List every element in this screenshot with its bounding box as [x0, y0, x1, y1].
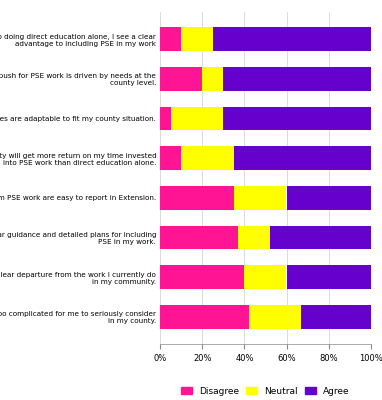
- Bar: [160, 106, 171, 130]
- Bar: [181, 27, 213, 51]
- Bar: [301, 305, 371, 329]
- Bar: [160, 186, 234, 210]
- Bar: [213, 27, 371, 51]
- Bar: [160, 27, 181, 51]
- Bar: [202, 67, 223, 91]
- Bar: [160, 265, 244, 289]
- Bar: [249, 305, 301, 329]
- Bar: [223, 106, 371, 130]
- Legend: Disagree, Neutral, Agree: Disagree, Neutral, Agree: [177, 383, 354, 399]
- Bar: [286, 265, 371, 289]
- Bar: [171, 106, 223, 130]
- Bar: [160, 67, 202, 91]
- Bar: [244, 265, 286, 289]
- Bar: [160, 226, 238, 250]
- Bar: [160, 305, 249, 329]
- Bar: [286, 186, 371, 210]
- Bar: [234, 146, 371, 170]
- Bar: [270, 226, 371, 250]
- Bar: [238, 226, 270, 250]
- Bar: [181, 146, 234, 170]
- Bar: [223, 67, 371, 91]
- Bar: [234, 186, 286, 210]
- Bar: [160, 146, 181, 170]
